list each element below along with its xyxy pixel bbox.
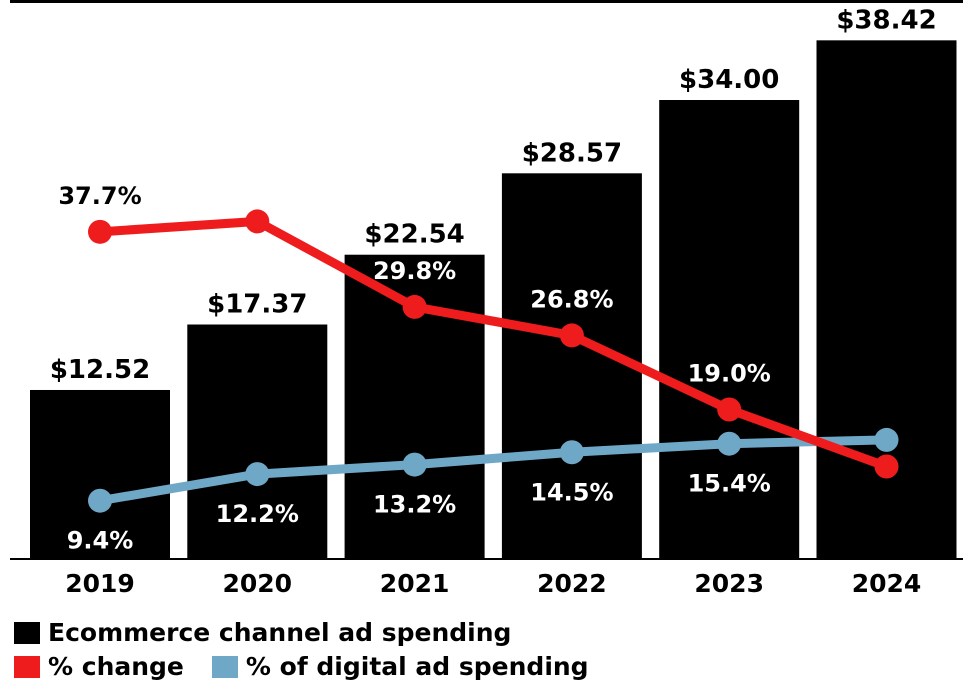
share-point-2024 bbox=[874, 427, 899, 452]
bar-label-2022: $28.57 bbox=[522, 138, 622, 168]
change-label-2019: 37.7% bbox=[58, 182, 141, 210]
bar-2019 bbox=[30, 389, 170, 559]
share-point-2020 bbox=[245, 462, 270, 487]
bars-layer bbox=[30, 40, 957, 559]
change-label-2022: 26.8% bbox=[530, 285, 613, 313]
x-tick-2024: 2024 bbox=[852, 569, 922, 598]
legend-swatch-bar bbox=[14, 621, 40, 644]
bar-label-2024: $38.42 bbox=[836, 5, 936, 35]
change-line bbox=[95, 216, 891, 471]
share-label-2024: 15.8% bbox=[845, 390, 928, 418]
change-point-2023 bbox=[717, 397, 742, 422]
legend-row-1: Ecommerce channel ad spending bbox=[14, 618, 511, 647]
labels-layer: $12.52 $17.37 $22.54 $28.57 $34.00 $38.42 37.7… bbox=[50, 5, 937, 554]
bar-label-2020: $17.37 bbox=[207, 290, 307, 320]
share-point-2021 bbox=[402, 452, 427, 477]
share-label-2020: 12.2% bbox=[216, 500, 299, 528]
bar-label-2023: $34.00 bbox=[679, 65, 779, 95]
legend-label-change: % change bbox=[48, 652, 184, 681]
x-tick-2021: 2021 bbox=[380, 569, 450, 598]
x-ticks-layer: 2019 2020 2021 2022 2023 2024 bbox=[65, 569, 921, 598]
x-tick-2022: 2022 bbox=[537, 569, 607, 598]
change-point-2024 bbox=[874, 454, 899, 479]
legend-label-bar: Ecommerce channel ad spending bbox=[48, 618, 512, 647]
bar-2022 bbox=[501, 173, 642, 559]
share-label-2021: 13.2% bbox=[373, 491, 456, 519]
share-point-2019 bbox=[88, 488, 112, 513]
bar-label-2021: $22.54 bbox=[364, 220, 464, 250]
change-point-2019 bbox=[88, 219, 112, 244]
change-label-2020: 38.8% bbox=[216, 246, 299, 274]
legend-swatch-change bbox=[14, 655, 40, 678]
share-point-2023 bbox=[717, 431, 742, 456]
change-point-2020 bbox=[245, 209, 270, 234]
x-tick-2019: 2019 bbox=[65, 569, 135, 598]
share-label-2019: 9.4% bbox=[67, 527, 134, 555]
share-label-2023: 15.4% bbox=[688, 470, 771, 498]
share-point-2022 bbox=[559, 440, 584, 465]
x-tick-2023: 2023 bbox=[694, 569, 764, 598]
change-point-2022 bbox=[559, 323, 584, 348]
change-label-2023: 19.0% bbox=[688, 360, 771, 388]
lines-layer bbox=[88, 209, 899, 513]
share-label-2022: 14.5% bbox=[530, 478, 613, 506]
x-tick-2020: 2020 bbox=[223, 569, 293, 598]
change-label-2024: 13.0% bbox=[845, 493, 928, 521]
bar-label-2019: $12.52 bbox=[50, 355, 150, 385]
change-label-2021: 29.8% bbox=[373, 257, 456, 285]
change-point-2021 bbox=[402, 294, 427, 319]
share-line bbox=[95, 435, 891, 506]
legend-row-2: % change % of digital ad spending bbox=[14, 652, 589, 681]
bar-2020 bbox=[187, 324, 328, 559]
bar-2023 bbox=[659, 100, 800, 559]
legend-swatch-share bbox=[211, 655, 238, 678]
bar-2024 bbox=[816, 40, 957, 559]
legend-label-share: % of digital ad spending bbox=[245, 652, 589, 681]
